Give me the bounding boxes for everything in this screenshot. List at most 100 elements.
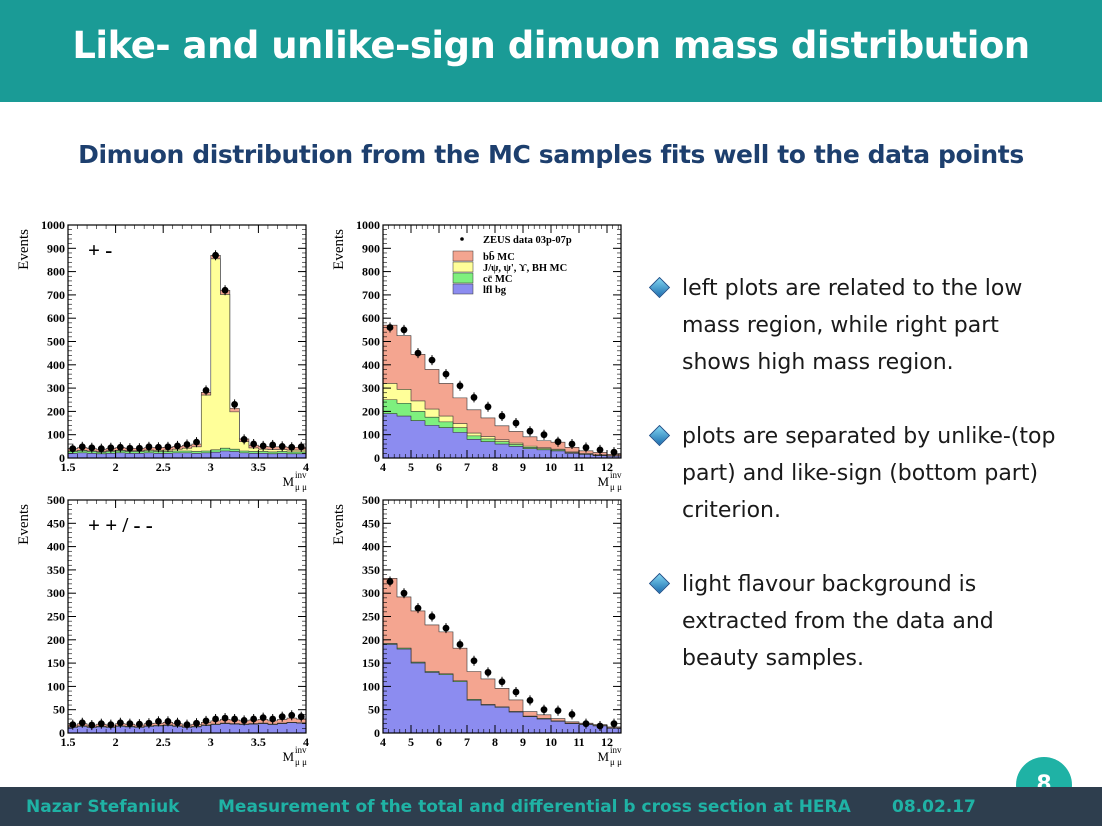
y-tick-label: 800 [362,265,380,279]
bullet-text: light flavour background is extracted fr… [682,572,994,671]
y-tick-label: 350 [47,563,65,577]
data-point [155,717,162,725]
y-tick-label: 400 [362,540,380,554]
data-point [484,669,492,676]
x-tick-label: 1.5 [61,735,76,749]
data-point [470,394,478,401]
data-point [116,443,124,451]
y-tick-label: 50 [53,703,65,717]
y-tick-label: 400 [362,358,380,372]
y-tick-label: 200 [362,633,380,647]
data-point [97,720,105,728]
data-point [164,717,172,725]
x-tick-label: 11 [573,735,584,749]
footer-bar: Nazar Stefaniuk Measurement of the total… [0,787,1102,826]
y-tick-label: 500 [362,335,380,349]
x-tick-label: 2 [113,460,119,474]
x-axis-label: M [597,749,609,764]
y-tick-label: 800 [47,265,65,279]
y-tick-label: 150 [47,656,65,670]
y-tick-label: 500 [47,335,65,349]
x-tick-label: 11 [573,460,584,474]
data-point [582,720,590,728]
data-point [155,443,162,451]
data-point [568,710,576,718]
x-tick-label: 3 [208,735,214,749]
data-point [174,442,181,450]
x-axis-label: M [282,749,294,764]
y-tick-label: 300 [362,586,380,600]
y-tick-label: 450 [362,516,380,530]
legend-swatch-lfl [452,283,474,295]
data-point [297,713,305,721]
data-point [456,641,464,648]
y-tick-label: 400 [47,540,65,554]
x-tick-label: 10 [545,735,557,749]
data-point [221,286,229,294]
data-point [428,356,436,364]
x-tick-label: 8 [492,735,498,749]
data-point [164,443,172,451]
bullet-item: plots are separated by unlike-(top part)… [646,418,1066,529]
y-tick-label: 400 [47,358,65,372]
data-point [88,721,96,729]
data-point [442,370,450,378]
slide-subtitle: Dimuon distribution from the MC samples … [78,140,1024,169]
y-tick-label: 0 [374,451,380,465]
data-point [250,440,258,448]
y-tick-label: 300 [47,381,65,395]
data-point [88,444,96,452]
x-tick-label: 5 [408,735,414,749]
data-point [240,717,248,724]
y-tick-label: 500 [47,493,65,507]
x-tick-label: 3 [208,460,214,474]
data-point [69,721,77,729]
data-point [126,444,134,452]
data-point [610,720,618,728]
data-point [428,613,436,620]
y-tick-label: 1000 [356,218,380,232]
data-point [145,719,153,727]
legend-label: cc̄ MC [483,274,512,285]
data-point [269,441,277,449]
data-point [596,446,604,454]
data-point [568,440,576,448]
y-tick-label: 250 [47,610,65,624]
x-axis-label: M [282,474,294,489]
x-tick-label: 2 [113,735,119,749]
plot-bottom-left: 0 50 100 150 200 250 300 350 400 450 500 1.5 2 2.5 3 3.… [16,493,309,767]
y-tick-label: 200 [47,633,65,647]
data-point [498,412,506,420]
bullet-item: left plots are related to the low mass r… [646,270,1066,381]
plot-top-left: 0 100 200 300 400 500 600 700 800 900 1000 1.5 2 2.5 3… [16,218,309,492]
data-point [202,387,210,394]
y-tick-label: 600 [47,311,65,325]
data-point [512,419,520,427]
data-point [97,445,105,453]
y-tick-label: 1000 [41,218,65,232]
legend-label: lfl bg [483,285,507,296]
plot-top-right: 0 100 200 300 400 500 600 700 800 900 1000 4 5 6 7 8 9 10… [331,218,622,492]
data-point [231,401,239,408]
x-tick-label: 6 [436,735,442,749]
legend-label: J/ψ, ψ', ϒ, BH MC [483,263,567,274]
x-axis-label-sup: inv [610,745,622,755]
data-point [400,589,408,597]
footer-date: 08.02.17 [892,797,976,817]
data-point [183,441,191,448]
y-tick-label: 100 [362,428,380,442]
data-point [386,324,394,331]
diamond-bullet-icon [648,572,671,595]
x-tick-label: 7 [464,735,470,749]
data-point [526,696,534,704]
data-point [414,349,422,357]
x-tick-label: 7 [464,460,470,474]
y-tick-label: 700 [47,288,65,302]
x-axis-label-sup: inv [610,470,622,480]
x-axis-label: M [597,474,609,489]
data-point [202,717,210,725]
y-tick-label: 0 [374,726,380,740]
legend-label: ZEUS data 03p-07p [483,235,572,246]
diamond-bullet-icon [648,424,671,447]
histogram-lfl [67,450,307,459]
